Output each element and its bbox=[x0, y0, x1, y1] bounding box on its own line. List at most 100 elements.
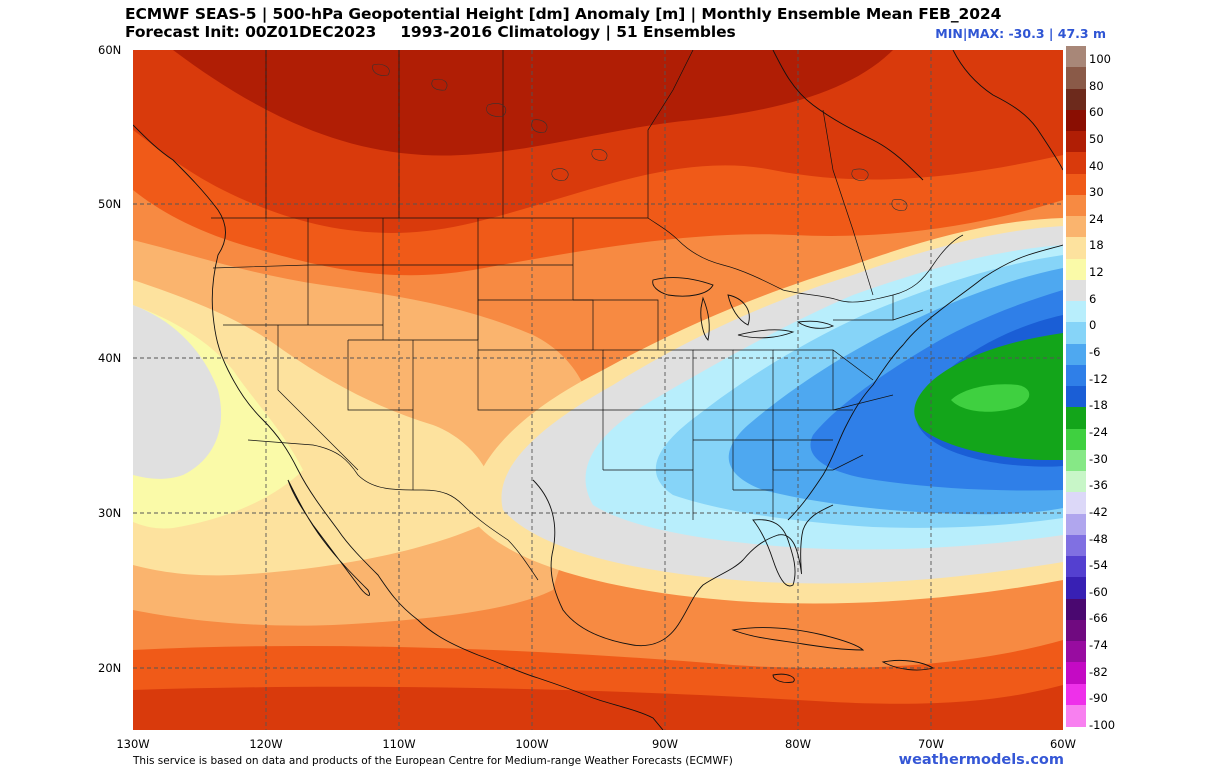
lake-marker bbox=[372, 63, 390, 76]
anomaly-core-min bbox=[951, 384, 1030, 412]
legend-swatch bbox=[1066, 109, 1086, 132]
legend-swatch bbox=[1066, 577, 1086, 599]
state-line-georgia-carolina bbox=[773, 454, 864, 471]
legend-swatch bbox=[1066, 216, 1086, 238]
climatology-text: 1993-2016 Climatology | 51 Ensembles bbox=[400, 23, 736, 41]
lat-label-50n: 50N bbox=[98, 197, 122, 211]
legend-swatch bbox=[1066, 194, 1086, 217]
province-line-manitoba-ontario bbox=[647, 50, 694, 218]
state-line-louisiana bbox=[603, 469, 694, 520]
province-line-ontario-quebec bbox=[822, 109, 874, 296]
lake-erie bbox=[737, 329, 795, 339]
legend-label: -100 bbox=[1089, 718, 1116, 732]
lake-marker bbox=[486, 103, 507, 117]
anomaly-band-south-30 bbox=[133, 685, 1063, 730]
state-line-idaho-montana bbox=[307, 218, 384, 340]
hudson-bay-coast bbox=[772, 50, 924, 181]
labrador-coast bbox=[952, 50, 1063, 171]
legend-swatch bbox=[1066, 131, 1086, 153]
legend-label: 100 bbox=[1089, 52, 1111, 66]
lake-marker bbox=[531, 119, 548, 133]
anomaly-band-north-40 bbox=[173, 50, 893, 156]
legend-swatch bbox=[1066, 237, 1086, 259]
legend-label: -74 bbox=[1089, 638, 1108, 653]
anomaly-map bbox=[133, 50, 1063, 730]
legend-label: 30 bbox=[1089, 185, 1104, 200]
legend-label: 6 bbox=[1089, 291, 1097, 306]
gulf-coastline bbox=[532, 479, 834, 647]
lake-marker bbox=[891, 199, 908, 211]
florida-peninsula bbox=[752, 519, 796, 587]
state-line-virginia-north-carolina bbox=[832, 394, 894, 411]
political-borders bbox=[211, 50, 964, 581]
legend-swatch bbox=[1066, 279, 1086, 302]
legend-swatch bbox=[1066, 598, 1086, 621]
legend-label: 24 bbox=[1089, 211, 1104, 226]
legend-swatch bbox=[1066, 556, 1086, 578]
state-line-colorado-east bbox=[477, 340, 533, 411]
legend-label: -82 bbox=[1089, 664, 1108, 679]
lake-michigan bbox=[700, 296, 710, 341]
legend-label: -6 bbox=[1089, 345, 1101, 360]
legend-swatch bbox=[1066, 534, 1086, 557]
state-line-nevada-california bbox=[277, 325, 359, 471]
map-title: ECMWF SEAS-5 | 500-hPa Geopotential Heig… bbox=[125, 5, 1002, 23]
hispaniola-island bbox=[881, 659, 935, 671]
legend-label: -24 bbox=[1089, 424, 1108, 439]
legend-label: -42 bbox=[1089, 504, 1108, 519]
anomaly-band-west-neg bbox=[133, 305, 222, 479]
brand-link[interactable]: weathermodels.com bbox=[898, 752, 1064, 768]
legend-swatch bbox=[1066, 88, 1086, 111]
lat-label-40n: 40N bbox=[98, 351, 122, 365]
lake-superior bbox=[652, 277, 714, 297]
legend-label: -18 bbox=[1089, 398, 1108, 413]
lon-label-70w: 70W bbox=[917, 737, 945, 751]
color-legend bbox=[1066, 46, 1086, 727]
lat-label-30n: 30N bbox=[98, 506, 122, 520]
graticule bbox=[133, 50, 1063, 730]
lat-label-20n: 20N bbox=[98, 661, 122, 675]
legend-swatch bbox=[1066, 322, 1086, 344]
forecast-init-text: Forecast Init: 00Z01DEC2023 bbox=[125, 23, 377, 41]
legend-label: 50 bbox=[1089, 131, 1104, 146]
lon-label-60w: 60W bbox=[1049, 737, 1077, 751]
lake-marker bbox=[591, 149, 608, 161]
legend-label: -48 bbox=[1089, 531, 1108, 546]
lon-label-100w: 100W bbox=[515, 737, 549, 751]
legend-label: 60 bbox=[1089, 105, 1104, 120]
legend-swatch bbox=[1066, 428, 1086, 451]
legend-swatch bbox=[1066, 471, 1086, 493]
lake-huron bbox=[727, 294, 750, 326]
lake-marker bbox=[431, 78, 448, 91]
legend-swatch bbox=[1066, 683, 1086, 706]
lon-label-120w: 120W bbox=[249, 737, 283, 751]
legend-label: -66 bbox=[1089, 611, 1108, 626]
state-line-new-england bbox=[892, 309, 924, 321]
lon-label-80w: 80W bbox=[784, 737, 812, 751]
legend-swatch bbox=[1066, 641, 1086, 663]
legend-swatch bbox=[1066, 513, 1086, 536]
legend-swatch bbox=[1066, 407, 1086, 429]
jamaica-island bbox=[772, 673, 795, 683]
min-max-readout: MIN|MAX: -30.3 | 47.3 m bbox=[935, 26, 1106, 41]
state-line-utah bbox=[347, 340, 413, 411]
legend-swatch bbox=[1066, 619, 1086, 642]
legend-swatch bbox=[1066, 364, 1086, 387]
legend-swatch bbox=[1066, 662, 1086, 684]
legend-label: -54 bbox=[1089, 558, 1108, 573]
legend-swatch bbox=[1066, 449, 1086, 472]
lake-ontario bbox=[796, 320, 835, 329]
legend-label: -36 bbox=[1089, 478, 1108, 493]
legend-swatch bbox=[1066, 152, 1086, 174]
state-line-iowa bbox=[573, 299, 659, 350]
ecmwf-credit: This service is based on data and produc… bbox=[133, 755, 733, 767]
legend-swatch bbox=[1066, 386, 1086, 408]
legend-label: 40 bbox=[1089, 158, 1104, 173]
legend-label: 0 bbox=[1089, 318, 1097, 333]
lon-label-90w: 90W bbox=[651, 737, 679, 751]
legend-label: -90 bbox=[1089, 691, 1108, 706]
atlantic-coastline bbox=[787, 244, 1063, 521]
legend-swatch bbox=[1066, 258, 1086, 281]
legend-swatch bbox=[1066, 67, 1086, 89]
lake-winnipeg bbox=[551, 168, 569, 181]
